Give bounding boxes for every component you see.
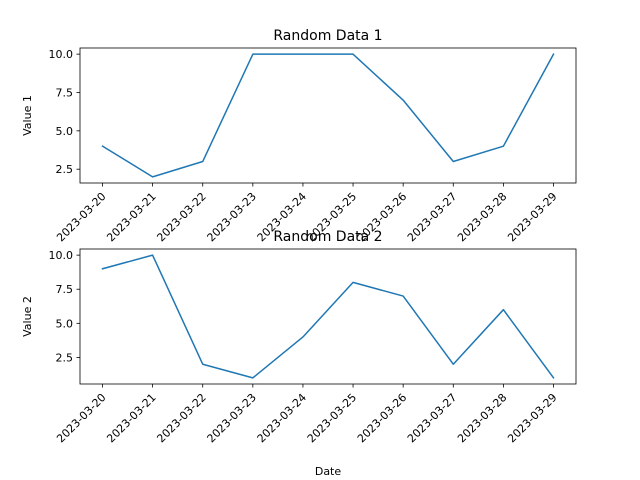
y-tick-label: 10.0	[49, 48, 74, 61]
x-tick-label: 2023-03-26	[355, 391, 409, 445]
x-tick-label: 2023-03-22	[154, 391, 208, 445]
x-tick-label: 2023-03-28	[455, 391, 509, 445]
y-axis-label-2: Value 2	[21, 296, 34, 337]
y-tick-label: 10.0	[49, 249, 74, 262]
x-tick-label: 2023-03-29	[505, 190, 559, 244]
x-tick-label: 2023-03-21	[104, 190, 158, 244]
x-tick-label: 2023-03-20	[54, 190, 108, 244]
series-line-1	[101, 53, 555, 178]
y-tick-label: 2.5	[56, 163, 74, 176]
x-tick-label: 2023-03-29	[505, 391, 559, 445]
x-tick-label: 2023-03-24	[255, 391, 309, 445]
x-tick-label: 2023-03-23	[205, 391, 259, 445]
axes-frame-1	[79, 47, 577, 184]
y-tick-label: 7.5	[56, 86, 74, 99]
x-tick-label: 2023-03-27	[405, 190, 459, 244]
y-tick-label: 5.0	[56, 317, 74, 330]
x-tick-label: 2023-03-22	[154, 190, 208, 244]
y-tick-label: 7.5	[56, 283, 74, 296]
y-axis-label-1: Value 1	[21, 95, 34, 136]
x-tick-label: 2023-03-27	[405, 391, 459, 445]
y-tick-label: 5.0	[56, 125, 74, 138]
series-line-2	[101, 254, 555, 379]
chart-title-2: Random Data 2	[273, 229, 382, 245]
x-tick-label: 2023-03-23	[205, 190, 259, 244]
x-tick-label: 2023-03-20	[54, 391, 108, 445]
x-axis-label: Date	[315, 465, 342, 478]
chart-title-1: Random Data 1	[273, 28, 382, 44]
x-tick-label: 2023-03-28	[455, 190, 509, 244]
y-tick-label: 2.5	[56, 351, 74, 364]
axes-frame-2	[79, 248, 577, 385]
x-tick-label: 2023-03-21	[104, 391, 158, 445]
x-tick-label: 2023-03-25	[305, 391, 359, 445]
